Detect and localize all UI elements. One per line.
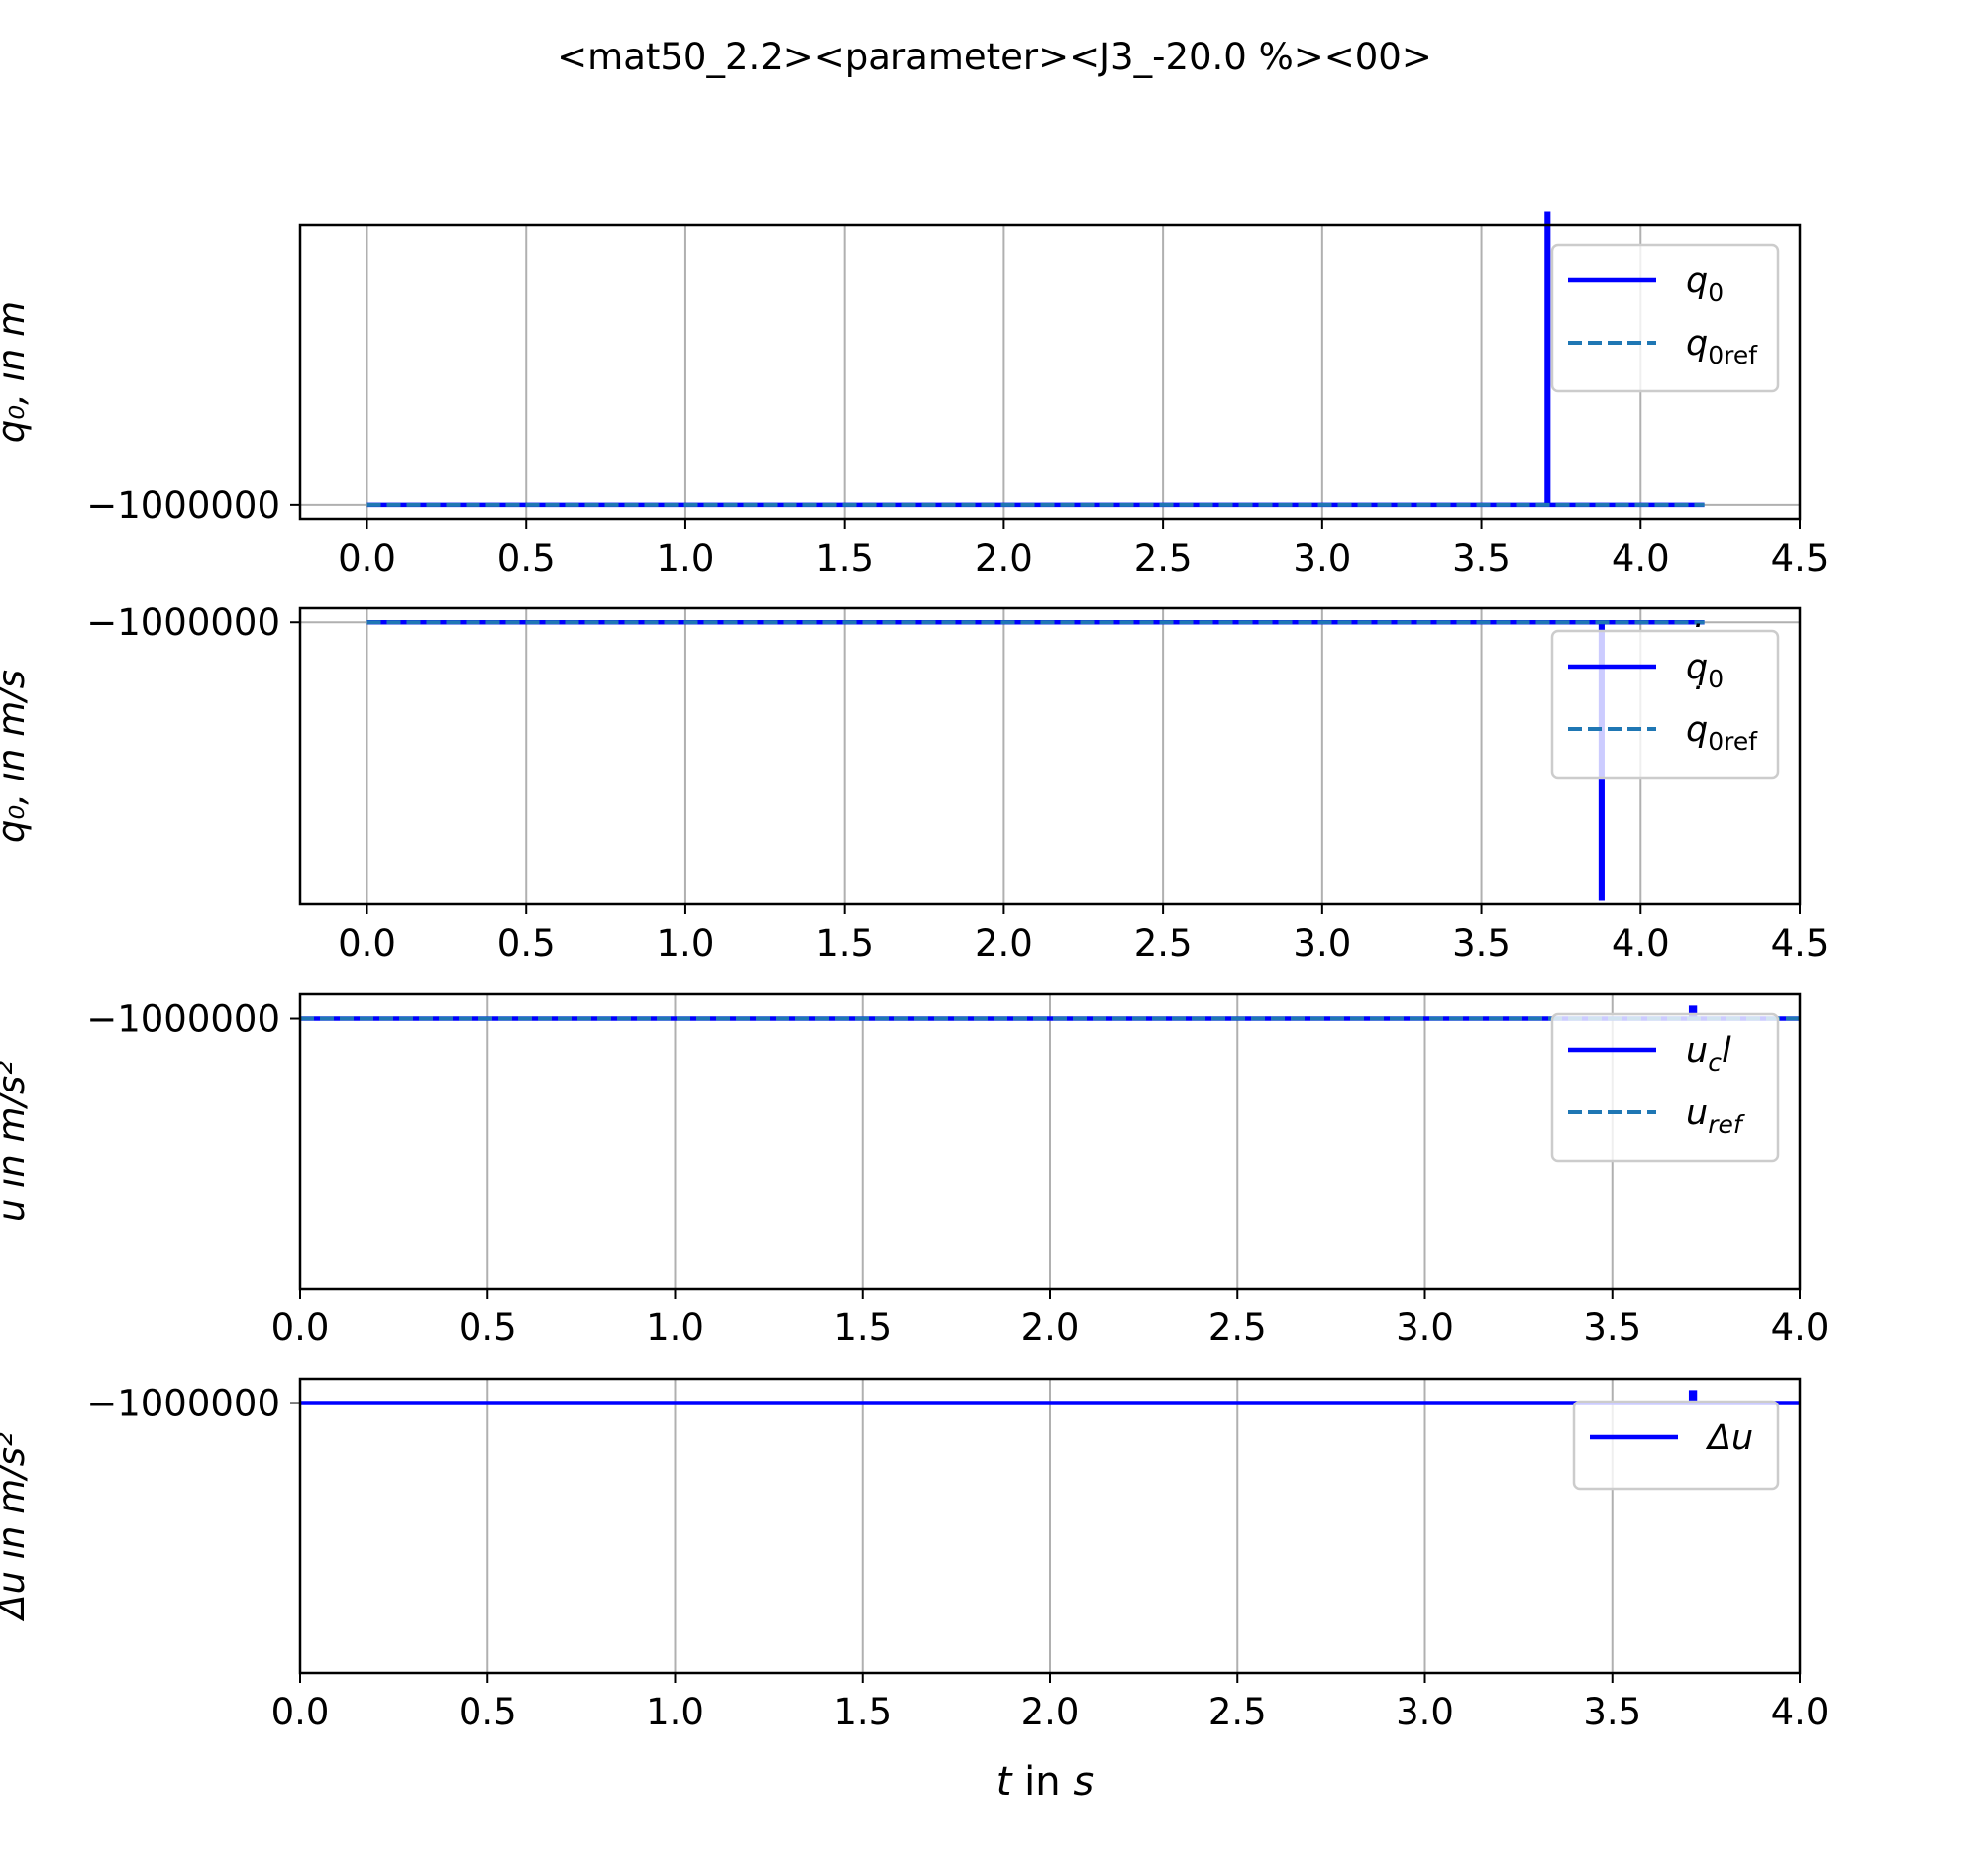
x-tick-label: 2.5	[1208, 1306, 1267, 1349]
legend-box	[1550, 1012, 1780, 1163]
x-tick-label: 0.5	[497, 922, 556, 965]
axes-frame	[298, 223, 1802, 521]
legend-label: ucl	[1686, 1031, 1731, 1077]
y-tick-label: −1000000	[86, 998, 280, 1041]
x-tick-label: 1.5	[815, 922, 874, 965]
legend-delta: Δu	[1572, 1400, 1780, 1491]
x-tick-label: 1.0	[646, 1306, 704, 1349]
legend-label: uref	[1686, 1093, 1745, 1139]
legend-dot-accent: ˙	[1686, 619, 1704, 659]
x-tick-label: 0.5	[459, 1691, 517, 1733]
x-tick-label: 3.0	[1293, 922, 1351, 965]
x-tick-label: 0.0	[338, 537, 396, 579]
x-tick-label: 1.5	[815, 537, 874, 579]
y-axis-label: Δu in m/s²	[0, 1432, 33, 1622]
legend-label: Δu	[1705, 1418, 1753, 1458]
x-tick-label: 4.0	[1771, 1691, 1830, 1733]
figure-title: <mat50_2.2><parameter><J3_-20.0 %><00>	[557, 36, 1432, 78]
x-tick-label: 1.0	[657, 537, 715, 579]
legend-dot-accent: ˙	[1686, 681, 1704, 721]
y-axis-label: q̇₀, in m/s	[0, 670, 33, 843]
x-tick-label: 4.5	[1771, 922, 1830, 965]
x-tick-label: 4.0	[1612, 537, 1670, 579]
x-tick-label: 0.0	[338, 922, 396, 965]
x-tick-label: 1.0	[646, 1691, 704, 1733]
series-line-q0	[366, 211, 1705, 508]
legend-box	[1572, 1400, 1780, 1491]
x-tick-label: 3.5	[1452, 537, 1511, 579]
series-line-q0dot	[366, 619, 1705, 901]
legend-label: q0ref	[1686, 710, 1758, 756]
x-tick-label: 3.0	[1293, 537, 1351, 579]
x-tick-label: 4.0	[1612, 922, 1670, 965]
x-tick-label: 4.5	[1771, 537, 1830, 579]
axes-container: 0.0 0.5 1.0 1.5 2.0 2.5 3.0 3.5 4.0 4.5 −1000000 q₀…	[0, 211, 1830, 1733]
subplot-delta: 0.0 0.5 1.0 1.5 2.0 2.5 3.0 3.5 4.0 −1000000 Δu in…	[0, 1377, 1830, 1733]
legend-label: q0	[1686, 648, 1724, 693]
legend-velocity: q0˙q0ref˙	[1550, 619, 1780, 780]
x-tick-label: 1.0	[657, 922, 715, 965]
x-tick-label: 2.0	[1021, 1691, 1080, 1733]
x-tick-label: 2.0	[1021, 1306, 1080, 1349]
x-tick-label: 2.5	[1208, 1691, 1267, 1733]
x-tick-label: 4.0	[1771, 1306, 1830, 1349]
legend-label: q0ref	[1686, 324, 1758, 369]
x-axis-label: t in s	[996, 1759, 1094, 1805]
y-axis-label: u in m/s²	[0, 1061, 33, 1222]
x-tick-label: 3.5	[1583, 1306, 1641, 1349]
legend-position: q0 q0ref	[1550, 243, 1780, 393]
legend-label: q0	[1686, 261, 1724, 307]
x-tick-label: 3.5	[1583, 1691, 1641, 1733]
x-tick-label: 2.5	[1134, 922, 1193, 965]
subplot-velocity: 0.0 0.5 1.0 1.5 2.0 2.5 3.0 3.5 4.0 4.5 −1000000 q̇…	[0, 601, 1829, 965]
y-axis-label: q₀, in m	[0, 301, 33, 443]
x-tick-label: 2.0	[975, 922, 1033, 965]
y-tick-label: −1000000	[86, 1383, 280, 1425]
x-tick-label: 3.0	[1396, 1691, 1454, 1733]
x-tick-label: 0.0	[271, 1306, 330, 1349]
x-tick-label: 1.5	[833, 1306, 891, 1349]
axes-frame	[298, 606, 1802, 906]
x-tick-label: 0.5	[459, 1306, 517, 1349]
x-tick-label: 0.5	[497, 537, 556, 579]
y-tick-label: −1000000	[86, 601, 280, 644]
subplot-position: 0.0 0.5 1.0 1.5 2.0 2.5 3.0 3.5 4.0 4.5 −1000000 q₀…	[0, 211, 1830, 579]
x-tick-label: 2.5	[1134, 537, 1193, 579]
subplot-control: 0.0 0.5 1.0 1.5 2.0 2.5 3.0 3.5 4.0 −1000000 u in …	[0, 992, 1830, 1349]
x-tick-label: 2.0	[975, 537, 1033, 579]
legend-control: ucl uref	[1550, 1012, 1780, 1163]
y-tick-label: −1000000	[86, 484, 280, 527]
x-tick-label: 0.0	[271, 1691, 330, 1733]
x-tick-label: 1.5	[833, 1691, 891, 1733]
x-tick-label: 3.5	[1452, 922, 1511, 965]
x-tick-label: 3.0	[1396, 1306, 1454, 1349]
